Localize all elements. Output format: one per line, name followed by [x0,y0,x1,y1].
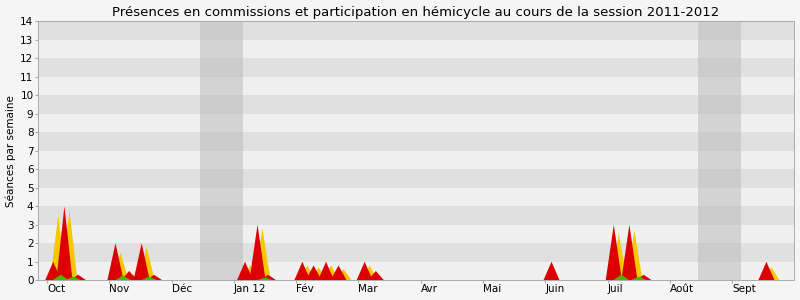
Polygon shape [310,267,326,280]
Bar [698,21,742,280]
Polygon shape [56,206,73,280]
Polygon shape [357,262,373,280]
Polygon shape [62,210,78,280]
Polygon shape [636,275,652,280]
Bar [199,21,243,280]
Polygon shape [107,243,123,280]
Polygon shape [758,262,774,280]
Bar [38,58,794,76]
Polygon shape [112,253,129,280]
Polygon shape [622,225,638,280]
Polygon shape [323,266,339,280]
Polygon shape [50,215,66,280]
Bar [38,243,794,262]
Bar [38,132,794,151]
Polygon shape [335,269,351,280]
Bar [38,76,794,95]
Polygon shape [134,243,150,280]
Polygon shape [65,277,82,280]
Polygon shape [610,234,627,280]
Polygon shape [70,275,86,280]
Polygon shape [543,262,560,280]
Polygon shape [254,228,270,280]
Polygon shape [626,230,642,280]
Polygon shape [368,271,384,280]
Bar [38,21,794,40]
Bar [38,206,794,225]
Title: Présences en commissions et participation en hémicycle au cours de la session 20: Présences en commissions et participatio… [113,6,720,19]
Polygon shape [763,267,779,280]
Polygon shape [242,266,258,280]
Polygon shape [330,266,346,280]
Bar [38,151,794,169]
Polygon shape [146,275,162,280]
Polygon shape [362,266,378,280]
Bar [38,262,794,280]
Polygon shape [45,262,62,280]
Bar [38,40,794,58]
Polygon shape [299,266,315,280]
Bar [38,114,794,132]
Polygon shape [260,275,276,280]
Bar [38,169,794,188]
Polygon shape [53,275,69,280]
Polygon shape [613,275,630,280]
Polygon shape [606,225,622,280]
Polygon shape [250,225,266,280]
Bar [38,95,794,114]
Polygon shape [630,277,647,280]
Bar [38,225,794,243]
Polygon shape [318,262,334,280]
Bar [38,188,794,206]
Polygon shape [121,271,138,280]
Polygon shape [115,276,131,280]
Polygon shape [138,247,154,280]
Polygon shape [306,266,322,280]
Polygon shape [257,278,273,280]
Polygon shape [237,262,253,280]
Polygon shape [294,262,310,280]
Polygon shape [126,275,142,280]
Polygon shape [141,277,158,280]
Y-axis label: Séances par semaine: Séances par semaine [6,95,16,207]
